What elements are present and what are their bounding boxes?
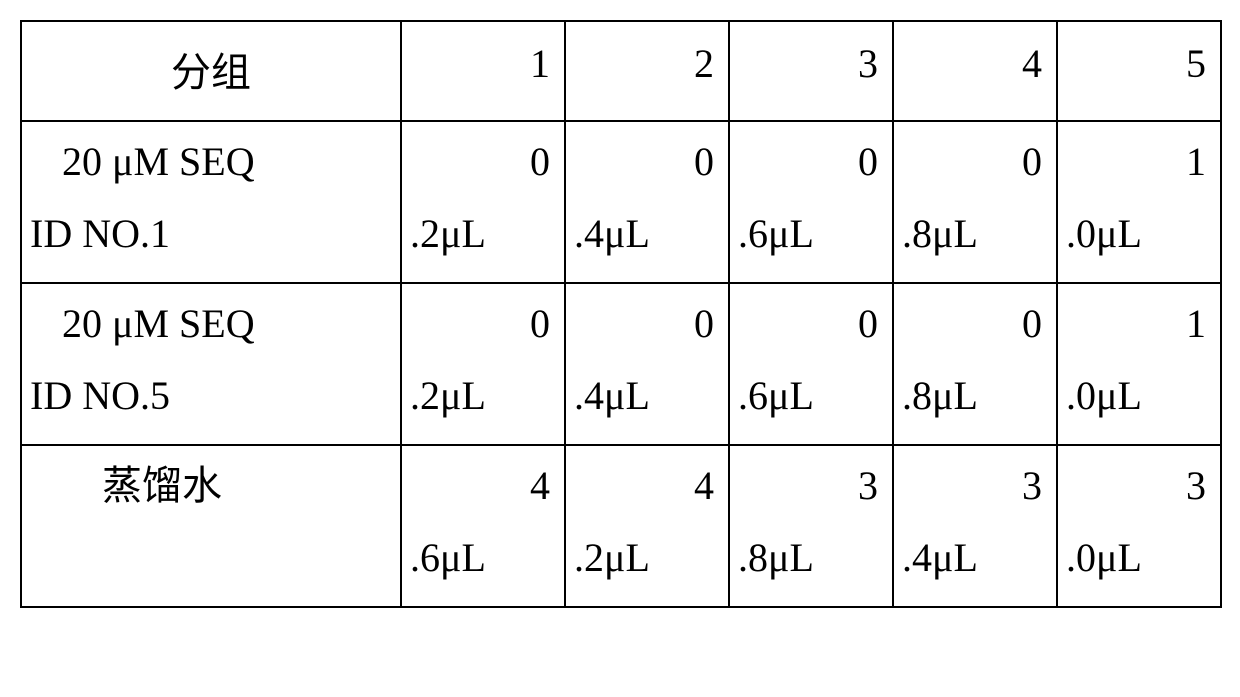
data-cell: 0 .4μL xyxy=(565,283,729,445)
table-row: 蒸馏水 4 .6μL 4 .2μL 3 .8μL 3 .4μL xyxy=(21,445,1221,607)
cell-bot: .6μL xyxy=(730,348,892,436)
header-col-4: 4 xyxy=(894,22,1056,109)
header-label: 分组 xyxy=(22,22,400,120)
data-cell: 0 .6μL xyxy=(729,121,893,283)
cell-bot: .8μL xyxy=(894,348,1056,436)
cell-top: 0 xyxy=(730,284,892,348)
row-header-bot: ID NO.1 xyxy=(22,186,400,274)
header-label-cell: 分组 xyxy=(21,21,401,121)
cell-top: 1 xyxy=(1058,122,1220,186)
data-table: 分组 1 2 3 4 5 xyxy=(20,20,1222,608)
data-cell: 0 .6μL xyxy=(729,283,893,445)
cell-bot: .4μL xyxy=(566,186,728,274)
row-header-cell: 20 μM SEQ ID NO.5 xyxy=(21,283,401,445)
row-header-top: 蒸馏水 xyxy=(22,446,400,510)
row-header-cell: 蒸馏水 xyxy=(21,445,401,607)
row-header-bot: ID NO.5 xyxy=(22,348,400,436)
cell-top: 4 xyxy=(402,446,564,510)
cell-bot: .4μL xyxy=(894,510,1056,598)
cell-top: 3 xyxy=(1058,446,1220,510)
cell-bot: .6μL xyxy=(402,510,564,598)
cell-top: 0 xyxy=(402,284,564,348)
cell-bot: .0μL xyxy=(1058,348,1220,436)
cell-top: 1 xyxy=(1058,284,1220,348)
row-header-top: 20 μM SEQ xyxy=(22,122,400,186)
data-cell: 0 .2μL xyxy=(401,283,565,445)
cell-top: 4 xyxy=(566,446,728,510)
cell-bot: .2μL xyxy=(402,186,564,274)
cell-bot: .2μL xyxy=(566,510,728,598)
cell-top: 0 xyxy=(730,122,892,186)
data-cell: 0 .8μL xyxy=(893,283,1057,445)
header-col-5: 5 xyxy=(1058,22,1220,109)
cell-bot: .6μL xyxy=(730,186,892,274)
table-row: 20 μM SEQ ID NO.5 0 .2μL 0 .4μL 0 .6μL 0 xyxy=(21,283,1221,445)
cell-bot: .4μL xyxy=(566,348,728,436)
header-col-cell: 5 xyxy=(1057,21,1221,121)
header-col-cell: 2 xyxy=(565,21,729,121)
cell-top: 3 xyxy=(894,446,1056,510)
cell-bot: .0μL xyxy=(1058,186,1220,274)
table-header-row: 分组 1 2 3 4 5 xyxy=(21,21,1221,121)
cell-top: 3 xyxy=(730,446,892,510)
cell-bot: .2μL xyxy=(402,348,564,436)
data-cell: 1 .0μL xyxy=(1057,283,1221,445)
row-header-top: 20 μM SEQ xyxy=(22,284,400,348)
header-col-cell: 1 xyxy=(401,21,565,121)
data-cell: 4 .6μL xyxy=(401,445,565,607)
cell-top: 0 xyxy=(894,284,1056,348)
header-col-1: 1 xyxy=(402,22,564,109)
row-header-bot xyxy=(22,510,400,550)
data-cell: 1 .0μL xyxy=(1057,121,1221,283)
cell-top: 0 xyxy=(402,122,564,186)
cell-bot: .0μL xyxy=(1058,510,1220,598)
header-col-2: 2 xyxy=(566,22,728,109)
cell-top: 0 xyxy=(894,122,1056,186)
data-cell: 3 .0μL xyxy=(1057,445,1221,607)
data-cell: 0 .8μL xyxy=(893,121,1057,283)
data-cell: 4 .2μL xyxy=(565,445,729,607)
data-cell: 3 .8μL xyxy=(729,445,893,607)
cell-top: 0 xyxy=(566,284,728,348)
header-col-3: 3 xyxy=(730,22,892,109)
header-col-cell: 3 xyxy=(729,21,893,121)
cell-bot: .8μL xyxy=(730,510,892,598)
table-row: 20 μM SEQ ID NO.1 0 .2μL 0 .4μL 0 .6μL 0 xyxy=(21,121,1221,283)
header-col-cell: 4 xyxy=(893,21,1057,121)
data-cell: 3 .4μL xyxy=(893,445,1057,607)
data-cell: 0 .2μL xyxy=(401,121,565,283)
data-cell: 0 .4μL xyxy=(565,121,729,283)
row-header-cell: 20 μM SEQ ID NO.1 xyxy=(21,121,401,283)
experiment-table: 分组 1 2 3 4 5 xyxy=(20,20,1220,608)
cell-bot: .8μL xyxy=(894,186,1056,274)
cell-top: 0 xyxy=(566,122,728,186)
